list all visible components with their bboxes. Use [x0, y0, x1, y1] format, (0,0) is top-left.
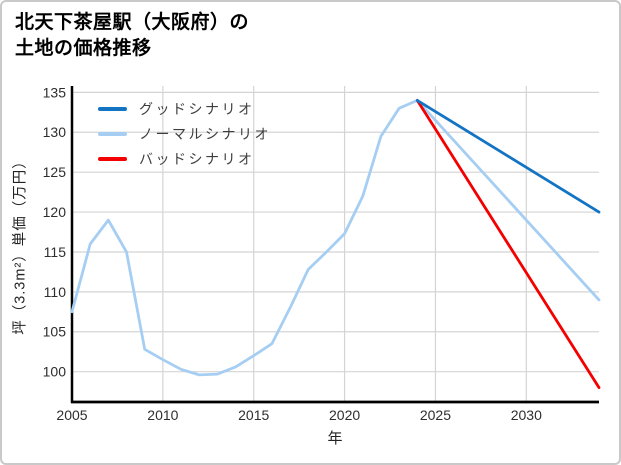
x-tick-label: 2015 [238, 407, 269, 423]
legend-item-normal-scenario: ノーマルシナリオ [98, 121, 271, 146]
x-tick-label: 2010 [147, 407, 178, 423]
chart-title: 北天下茶屋駅（大阪府）の 土地の価格推移 [15, 10, 249, 62]
legend-line-good-icon [98, 106, 127, 111]
chart-title-line2: 土地の価格推移 [15, 38, 152, 59]
y-tick-label: 100 [43, 364, 67, 380]
legend-item-bad-scenario: バッドシナリオ [98, 146, 271, 171]
legend-line-bad-icon [98, 156, 127, 161]
y-axis-label: 坪（3.3m²）単価（万円） [12, 153, 29, 335]
y-tick-label: 110 [44, 284, 67, 300]
x-tick-label: 2005 [56, 407, 87, 423]
x-tick-label: 2030 [511, 407, 542, 423]
y-tick-label: 105 [43, 324, 67, 340]
legend: グッドシナリオ ノーマルシナリオ バッドシナリオ [98, 96, 271, 171]
series-line-グッドシナリオ [415, 99, 601, 214]
y-tick-label: 135 [43, 84, 67, 100]
chart-title-line1: 北天下茶屋駅（大阪府）の [15, 12, 250, 33]
y-tick-label: 115 [44, 244, 67, 260]
y-tick-label: 125 [43, 164, 67, 180]
x-tick-label: 2025 [420, 407, 451, 423]
legend-label-bad: バッドシナリオ [139, 150, 255, 167]
legend-item-good-scenario: グッドシナリオ [98, 96, 271, 121]
legend-label-normal: ノーマルシナリオ [139, 125, 271, 142]
x-axis-label: 年 [327, 430, 343, 447]
series-line-バッドシナリオ [415, 99, 601, 390]
legend-label-good: グッドシナリオ [139, 100, 255, 117]
y-tick-label: 120 [43, 204, 67, 220]
y-tick-label: 130 [43, 124, 67, 140]
x-tick-label: 2020 [329, 407, 360, 423]
legend-line-normal-icon [98, 131, 127, 136]
series-line-ノーマルシナリオ [70, 99, 601, 377]
